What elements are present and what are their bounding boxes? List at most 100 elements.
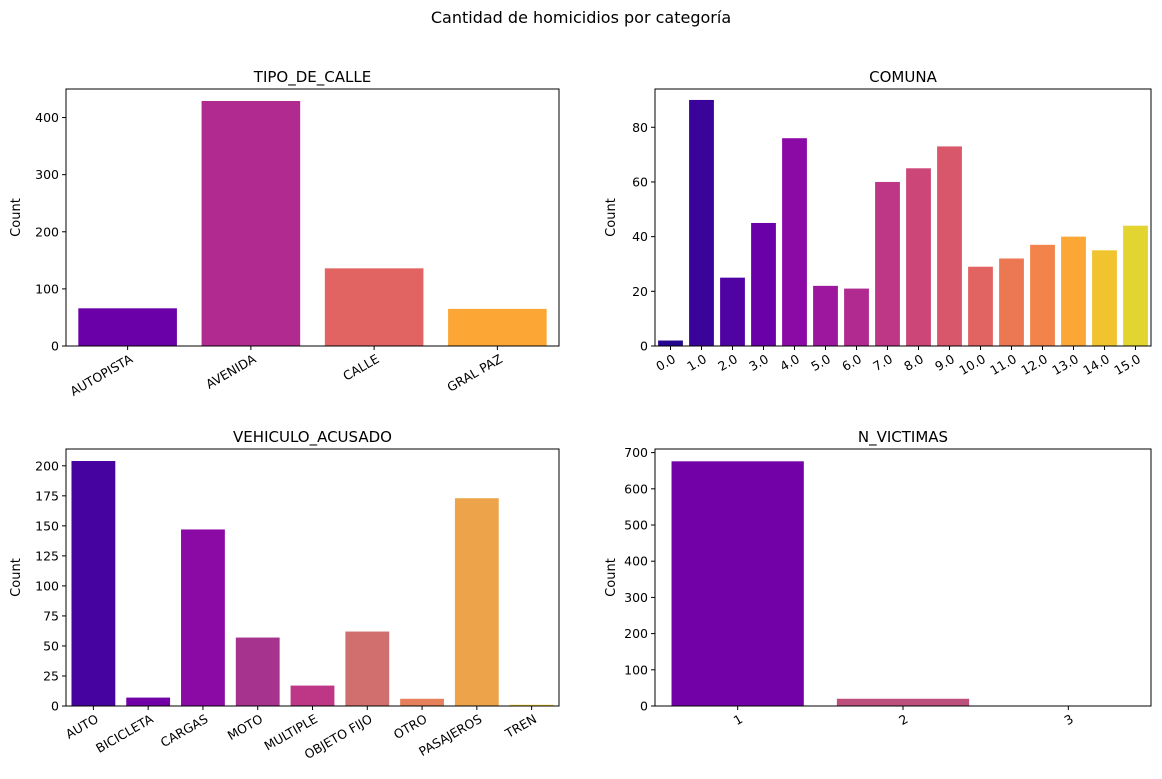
chart-2-title: COMUNA (869, 68, 937, 86)
chart-2-bar-0-0 (658, 340, 683, 346)
chart-3-bar-pasajeros (454, 498, 499, 706)
chart-2-bar-2-0 (720, 277, 745, 346)
chart-1-bar-gral-paz (448, 308, 547, 346)
chart-4-ytick-label: 200 (624, 626, 648, 641)
chart-3-xtick-label: PASAJEROS (416, 711, 484, 759)
chart-2-xtick-label: 9.0 (932, 351, 957, 374)
chart-1-ytick-label: 400 (35, 110, 59, 125)
chart-4-xtick-label: 2 (896, 711, 910, 728)
chart-1-ytick-label: 300 (35, 167, 59, 182)
chart-2-xtick-label: 0.0 (653, 351, 678, 374)
chart-2-bar-1-0 (689, 99, 714, 346)
chart-4-ytick-label: 400 (624, 554, 648, 569)
chart-3-xtick-label: AUTO (63, 711, 101, 742)
chart-2-bar-6-0 (844, 288, 869, 346)
chart-4-title: N_VICTIMAS (858, 428, 948, 447)
chart-3-ylabel: Count (9, 558, 24, 597)
chart-3-bar-bicicleta (126, 697, 171, 706)
chart-3-ytick-label: 0 (51, 699, 59, 714)
chart-4-xtick-label: 3 (1061, 711, 1075, 728)
chart-1-bar-calle (324, 268, 424, 346)
chart-2-bar-9-0 (937, 146, 962, 346)
chart-3-xtick-label: OTRO (391, 711, 430, 742)
chart-2-xtick-label: 4.0 (777, 351, 802, 374)
chart-2-xtick-label: 3.0 (746, 351, 771, 374)
chart-3-bar-otro (400, 698, 444, 706)
chart-4-bar-1 (671, 461, 804, 706)
chart-4-xtick-label: 1 (731, 711, 745, 728)
chart-3-bar-objeto-fijo (345, 631, 390, 706)
chart-1-ytick-label: 100 (35, 281, 59, 296)
chart-1-bar-autopista (78, 308, 177, 346)
chart-3-xtick-label: BICICLETA (93, 711, 156, 756)
chart-3-xtick-label: MOTO (225, 711, 266, 743)
chart-4-ytick-label: 700 (624, 445, 648, 460)
chart-3-ytick-label: 150 (35, 518, 59, 533)
chart-3-bar-cargas (181, 529, 225, 706)
chart-3-ytick-label: 200 (35, 458, 59, 473)
chart-3-bar-auto (71, 461, 116, 706)
chart-2-ytick-label: 80 (632, 120, 648, 135)
chart-2-bar-10-0 (968, 266, 993, 346)
chart-2-xtick-label: 11.0 (987, 351, 1019, 378)
chart-4-ytick-label: 500 (624, 518, 648, 533)
chart-1-ylabel: Count (9, 198, 24, 237)
chart-2-ytick-label: 20 (632, 284, 648, 299)
chart-2-bar-15-0 (1123, 225, 1148, 346)
chart-2-xtick-label: 13.0 (1049, 351, 1081, 378)
chart-2-ytick-label: 60 (632, 174, 648, 189)
chart-1-xtick-label: GRAL PAZ (444, 351, 505, 395)
chart-2-ytick-label: 0 (640, 339, 648, 354)
chart-3-xtick-label: CARGAS (158, 711, 211, 750)
chart-1-bar-avenida (201, 100, 301, 347)
chart-2-xtick-label: 2.0 (715, 351, 740, 374)
chart-1-ytick-label: 0 (51, 339, 59, 354)
chart-1-ytick-label: 200 (35, 224, 59, 239)
chart-2-xtick-label: 6.0 (839, 351, 864, 374)
chart-2-xtick-label: 5.0 (808, 351, 833, 374)
chart-2-bar-3-0 (751, 222, 776, 346)
chart-2-xtick-label: 14.0 (1080, 351, 1112, 378)
chart-1-title: TIPO_DE_CALLE (253, 68, 371, 87)
chart-2-axes-frame (654, 88, 1152, 347)
chart-1-xtick-label: AVENIDA (203, 351, 259, 392)
chart-3-ytick-label: 125 (35, 548, 59, 563)
chart-2-xtick-label: 7.0 (870, 351, 895, 374)
chart-2-xtick-label: 8.0 (901, 351, 926, 374)
chart-1-xtick-label: CALLE (340, 351, 381, 384)
chart-4-ytick-label: 600 (624, 481, 648, 496)
chart-2-xtick-label: 1.0 (684, 351, 709, 374)
chart-3-ytick-label: 100 (35, 578, 59, 593)
chart-2-xtick-label: 15.0 (1111, 351, 1143, 378)
chart-1-axes-frame (65, 88, 560, 347)
chart-3-ytick-label: 75 (43, 608, 59, 623)
chart-2-xtick-label: 12.0 (1018, 351, 1050, 378)
chart-2-bar-5-0 (813, 285, 838, 346)
chart-3-bar-tren (509, 704, 554, 706)
chart-2-ylabel: Count (604, 198, 619, 237)
chart-2-bar-7-0 (875, 181, 900, 346)
chart-4-bar-2 (836, 698, 970, 706)
chart-4-ytick-label: 0 (640, 699, 648, 714)
figure-suptitle: Cantidad de homicidios por categoría (430, 8, 732, 27)
chart-2-bar-8-0 (906, 168, 931, 346)
chart-2-xtick-label: 10.0 (956, 351, 988, 378)
chart-2-ytick-label: 40 (632, 229, 648, 244)
chart-3-ytick-label: 50 (43, 638, 59, 653)
chart-1-xtick-label: AUTOPISTA (67, 351, 135, 399)
chart-4-ylabel: Count (604, 558, 619, 597)
chart-3-title: VEHICULO_ACUSADO (233, 428, 392, 447)
chart-2-bar-4-0 (782, 138, 807, 346)
chart-4-ytick-label: 100 (624, 662, 648, 677)
chart-3-bar-multiple (290, 685, 335, 706)
chart-2-bar-12-0 (1030, 244, 1055, 346)
chart-3-xtick-label: TREN (502, 711, 539, 741)
chart-3-ytick-label: 175 (35, 488, 59, 503)
chart-4-ytick-label: 300 (624, 590, 648, 605)
chart-2-bar-14-0 (1092, 250, 1117, 346)
chart-3-bar-moto (235, 637, 280, 706)
chart-2-bar-13-0 (1061, 236, 1086, 346)
chart-3-ytick-label: 25 (43, 668, 59, 683)
chart-2-bar-11-0 (999, 258, 1024, 346)
